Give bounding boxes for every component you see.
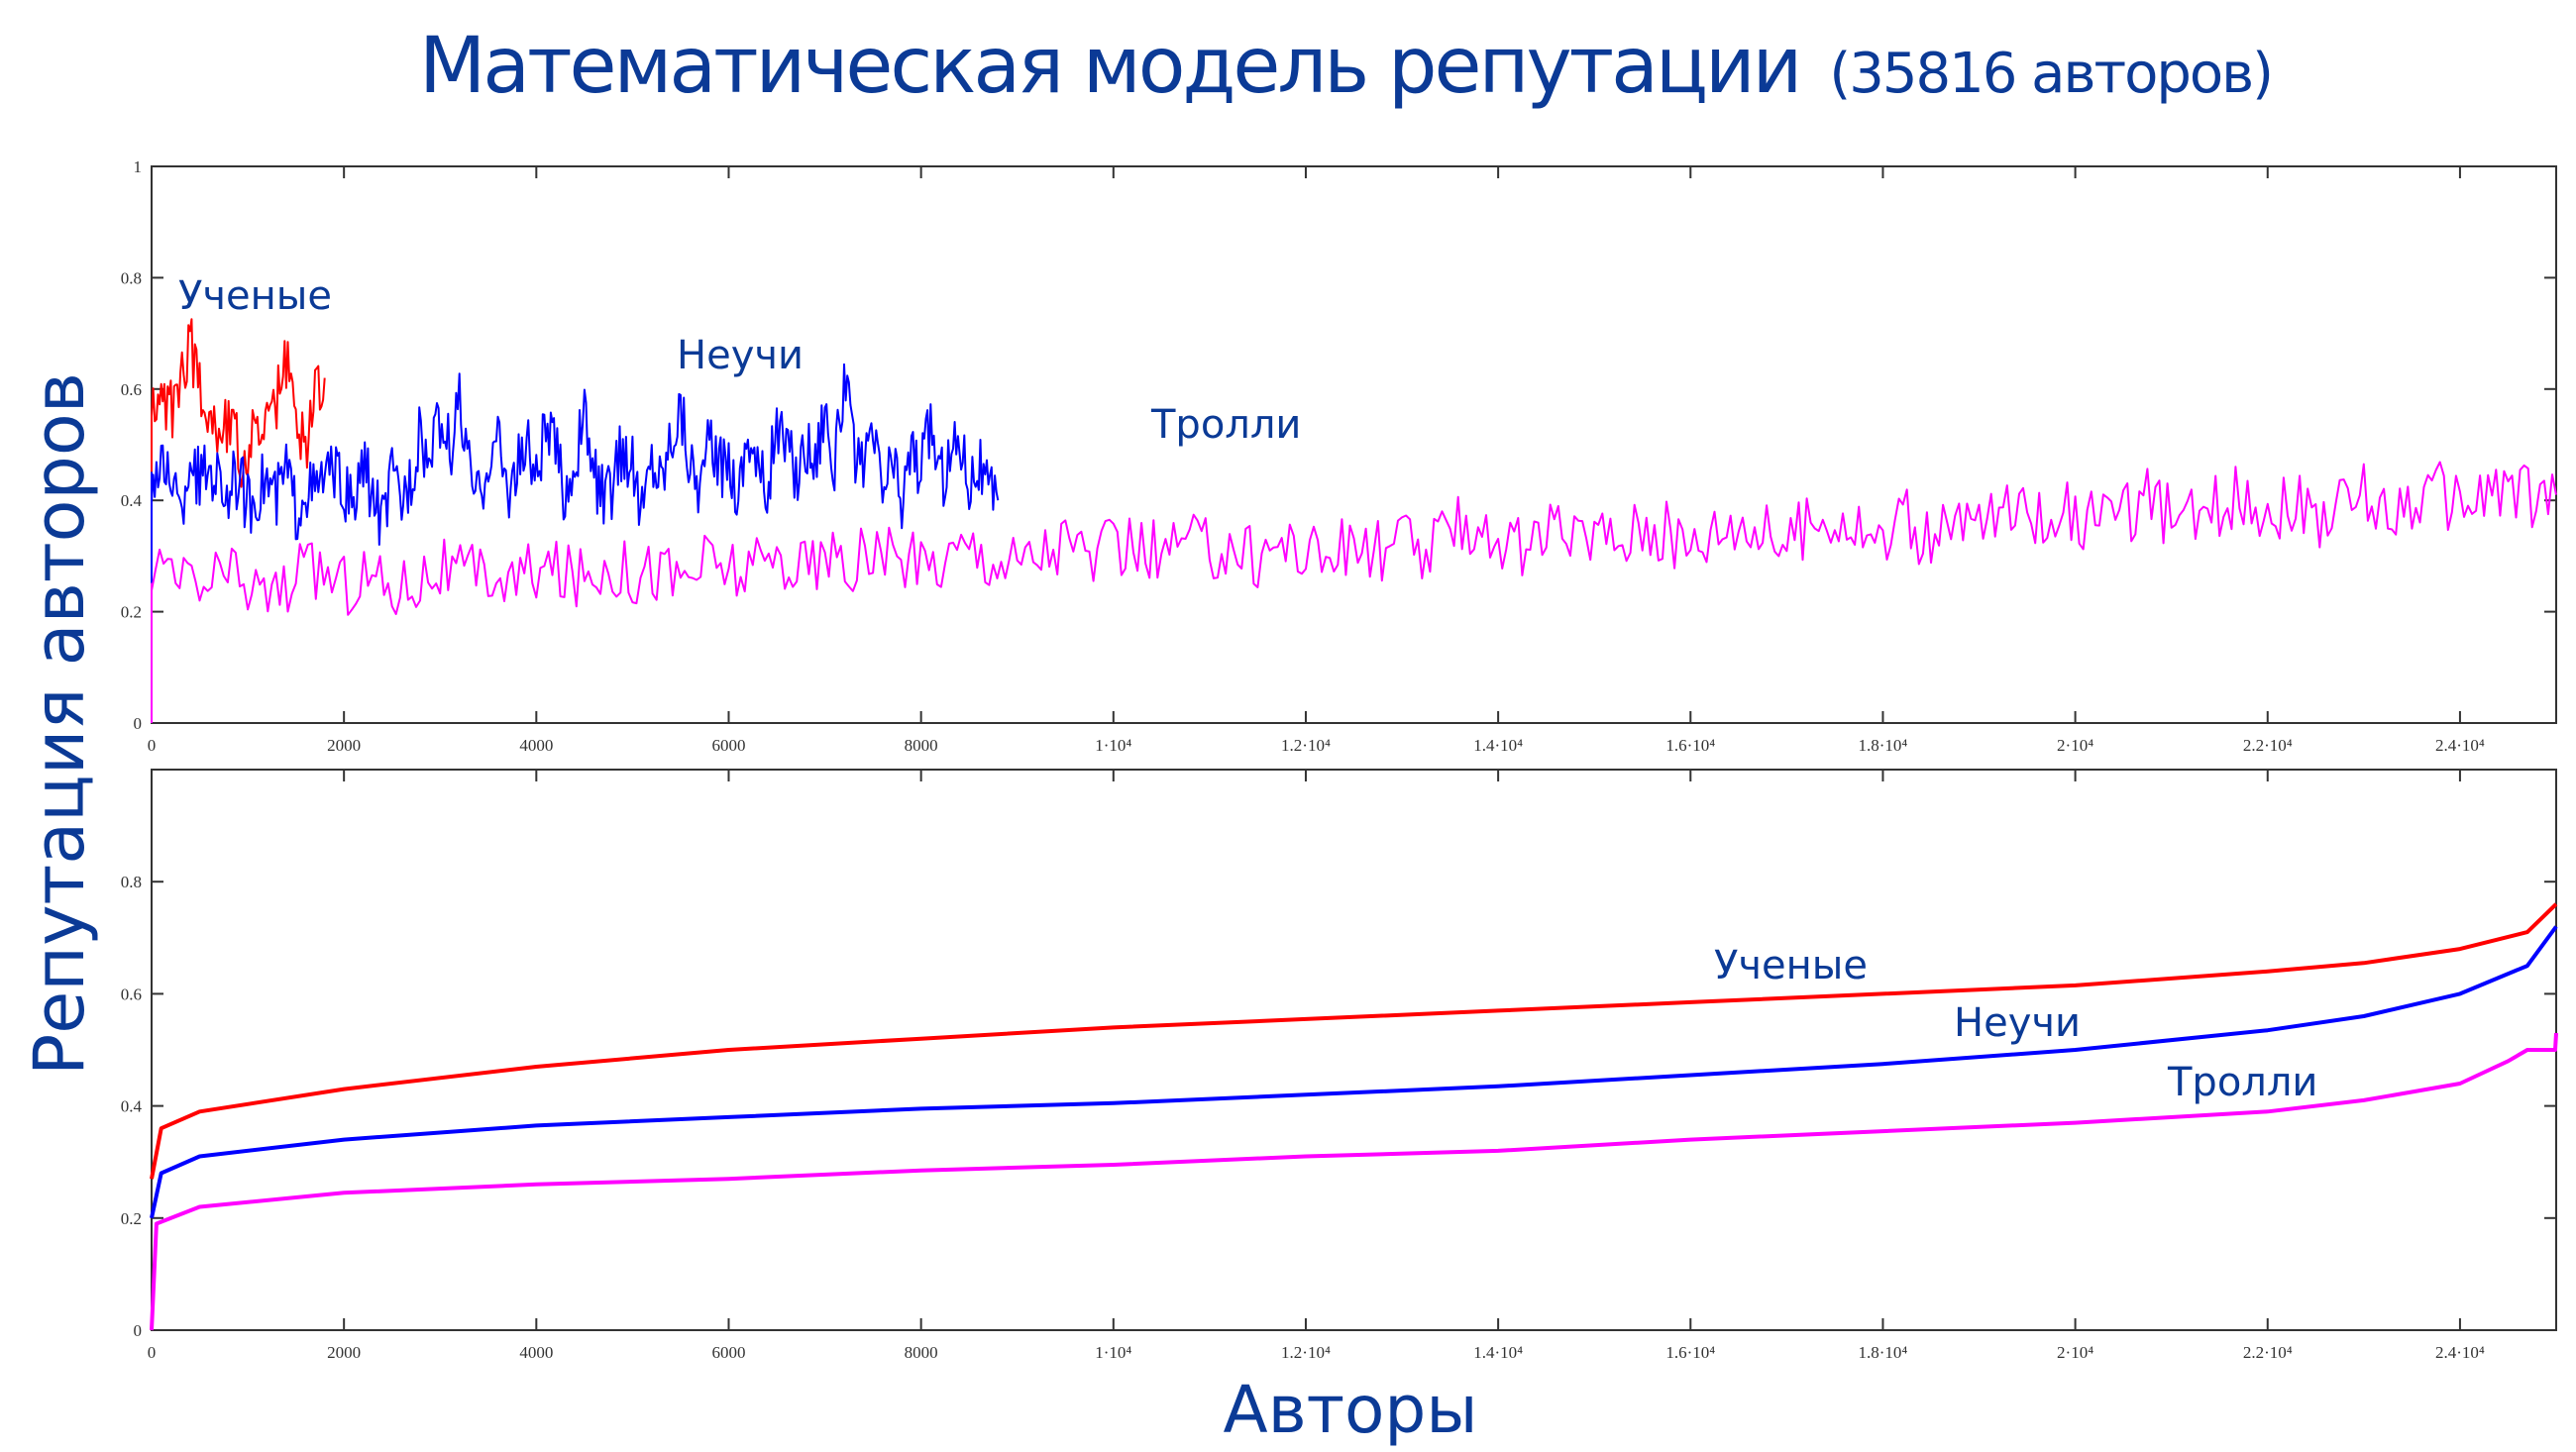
bottom-label-scientists: Ученые (1714, 943, 1868, 988)
x-tick-label: 1.6·10⁴ (1665, 1343, 1715, 1362)
x-tick-label: 4000 (519, 736, 553, 755)
x-tick-label: 6000 (711, 736, 745, 755)
bottom-label-ignorants: Неучи (1954, 1000, 2081, 1046)
series-line-Ученые (151, 318, 326, 723)
x-tick-label: 2.4·10⁴ (2435, 1343, 2485, 1362)
x-tick-label: 8000 (905, 1343, 938, 1362)
y-tick-label: 0.2 (121, 603, 142, 622)
top-label-scientists: Ученые (178, 273, 332, 319)
x-tick-label: 1.2·10⁴ (1281, 1343, 1331, 1362)
series-line-Неучи (151, 363, 1000, 723)
x-tick-label: 2.2·10⁴ (2243, 736, 2293, 755)
x-tick-label: 1·10⁴ (1095, 1343, 1131, 1362)
x-tick-label: 1.4·10⁴ (1473, 736, 1523, 755)
y-tick-label: 0.8 (121, 873, 142, 891)
x-tick-label: 0 (148, 736, 157, 755)
y-tick-label: 1 (134, 157, 143, 176)
y-tick-label: 0 (134, 1321, 143, 1340)
title-subtitle: (35816 авторов) (1829, 42, 2274, 106)
x-tick-label: 1.6·10⁴ (1665, 736, 1715, 755)
y-tick-label: 0.6 (121, 380, 142, 399)
y-tick-label: 0.8 (121, 268, 142, 287)
x-axis-label: Авторы (1223, 1372, 1478, 1448)
x-tick-label: 2.2·10⁴ (2243, 1343, 2293, 1362)
x-tick-label: 1.2·10⁴ (1281, 736, 1331, 755)
y-tick-label: 0.4 (121, 1097, 143, 1116)
x-tick-label: 1.4·10⁴ (1473, 1343, 1523, 1362)
x-tick-label: 2·10⁴ (2057, 736, 2093, 755)
y-tick-label: 0 (134, 714, 143, 733)
x-tick-label: 8000 (905, 736, 938, 755)
chart-title: Математическая модель репутации (35816 ав… (0, 22, 2576, 111)
series-line-Тролли (150, 1032, 2558, 1331)
bottom-label-trolls: Тролли (2167, 1060, 2317, 1105)
series-line-Тролли (151, 461, 2557, 723)
y-tick-label: 0.4 (121, 491, 143, 510)
top-plot: 0 2000 4000 6000 8000 1·10⁴ 1.2·10⁴ 1.4·10⁴ 1.6·… (121, 157, 2557, 755)
x-tick-label: 2.4·10⁴ (2435, 736, 2485, 755)
x-tick-label: 2000 (327, 736, 361, 755)
y-tick-label: 0.2 (121, 1209, 142, 1228)
x-tick-label: 6000 (711, 1343, 745, 1362)
series-line-Ученые (150, 902, 2558, 1180)
x-tick-label: 0 (148, 1343, 157, 1362)
plot-frame (151, 769, 2557, 1331)
x-tick-label: 1.8·10⁴ (1859, 1343, 1908, 1362)
top-label-trolls: Тролли (1150, 402, 1301, 448)
x-tick-label: 2·10⁴ (2057, 1343, 2093, 1362)
top-label-ignorants: Неучи (677, 333, 804, 378)
x-tick-label: 2000 (327, 1343, 361, 1362)
x-tick-label: 1.8·10⁴ (1859, 736, 1908, 755)
x-tick-label: 4000 (519, 1343, 553, 1362)
x-tick-label: 1·10⁴ (1095, 736, 1131, 755)
series-line-Неучи (150, 925, 2558, 1219)
plot-frame (151, 165, 2557, 724)
title-main: Математическая модель репутации (419, 22, 1802, 111)
y-tick-label: 0.6 (121, 985, 142, 1003)
bottom-plot: 0 2000 4000 6000 8000 1·10⁴ 1.2·10⁴ 1.4·10⁴ 1.6·… (121, 769, 2558, 1362)
